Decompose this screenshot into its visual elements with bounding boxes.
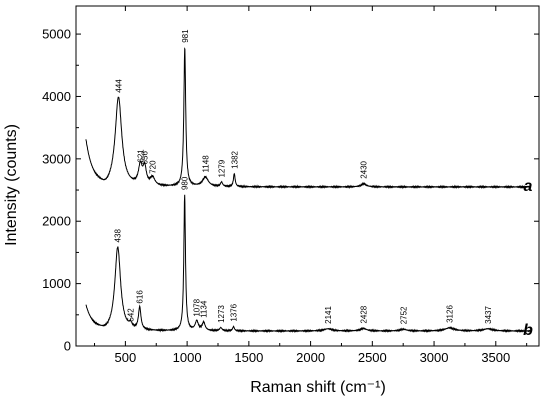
peak-label: 1376 [230, 303, 239, 321]
peak-label: 616 [136, 290, 145, 304]
y-axis-title: Intensity (counts) [3, 124, 20, 246]
peak-label: 656 [141, 151, 150, 165]
peak-label: 1279 [218, 159, 227, 177]
x-tick-label: 2000 [296, 350, 325, 365]
x-tick-label: 2500 [358, 350, 387, 365]
peak-label: 1382 [230, 150, 239, 168]
x-tick-label: 3000 [420, 350, 449, 365]
peak-label: 1078 [193, 298, 202, 316]
plot-lines [85, 47, 531, 334]
y-tick-label: 2000 [42, 214, 71, 229]
y-tick-label: 1000 [42, 276, 71, 291]
curve-label-b: b [523, 322, 533, 339]
axes: 500 1000 1500 2000 2500 3000 3500 0 1000 2000 3000… [42, 5, 540, 365]
peak-label: 3437 [484, 305, 493, 323]
series-line-a [85, 47, 531, 190]
peak-label: 1273 [217, 305, 226, 323]
peak-label: 2430 [360, 160, 369, 178]
x-tick-label: 1000 [173, 350, 202, 365]
peak-label: 444 [114, 79, 123, 93]
peak-label: 2141 [324, 305, 333, 323]
peak-label: 2428 [359, 305, 368, 323]
y-tick-label: 0 [64, 339, 71, 354]
peak-label: 1148 [201, 155, 210, 173]
peak-label: 1134 [200, 300, 209, 318]
peak-label: 980 [181, 176, 190, 190]
peak-label: 720 [149, 160, 158, 174]
curve-labels: ab [523, 178, 533, 339]
x-tick-label: 1500 [234, 350, 263, 365]
peak-label: 981 [181, 29, 190, 43]
x-axis-title: Raman shift (cm⁻¹) [250, 379, 386, 396]
peak-label: 2752 [399, 306, 408, 324]
x-tick-label: 500 [115, 350, 137, 365]
y-tick-label: 4000 [42, 89, 71, 104]
curve-label-a: a [524, 178, 533, 195]
series-line-b [85, 194, 531, 334]
y-tick-label: 5000 [42, 27, 71, 42]
peak-label: 621 [136, 149, 145, 163]
x-tick-label: 3500 [481, 350, 510, 365]
peak-label: 542 [127, 308, 136, 322]
plot-frame [75, 5, 540, 347]
peak-label: 3126 [446, 305, 455, 323]
y-tick-label: 3000 [42, 151, 71, 166]
peak-label: 438 [114, 229, 123, 243]
